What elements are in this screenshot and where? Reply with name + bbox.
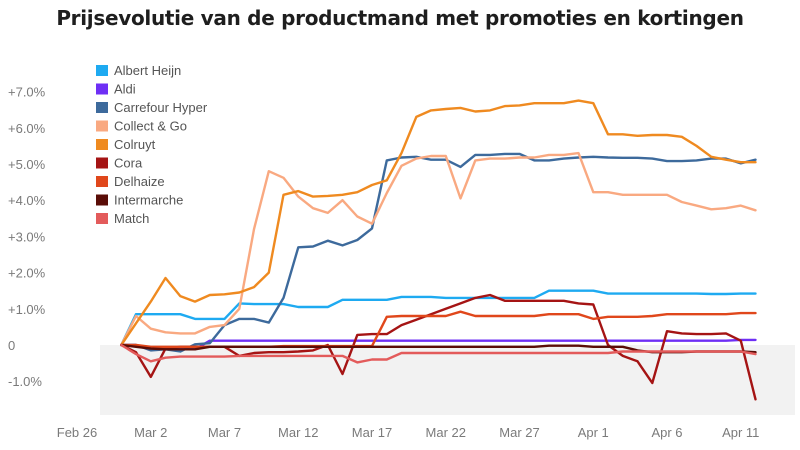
series-line-albert-heijn [120, 289, 757, 347]
y-tick-label: 0 [8, 338, 15, 353]
legend-swatch-delhaize [96, 176, 108, 187]
series-line-aldi [120, 338, 757, 351]
x-tick-label: Mar 2 [134, 425, 167, 440]
y-axis: +7.0% +6.0% +5.0% +4.0% +3.0% +2.0% +1.0% 0 -1.0… [8, 85, 46, 390]
y-tick-label: +1.0% [8, 302, 46, 317]
legend-swatch-colruyt [96, 139, 108, 150]
series-line-colruyt [120, 99, 757, 347]
x-tick-label: Mar 22 [426, 425, 466, 440]
legend-label-intermarche: Intermarche [114, 193, 183, 208]
x-tick-label: Mar 7 [208, 425, 241, 440]
legend-label-carrefour-hyper: Carrefour Hyper [114, 100, 208, 115]
x-tick-label: Apr 6 [651, 425, 682, 440]
series-line-carrefour-hyper [120, 152, 757, 353]
x-tick-label: Mar 27 [499, 425, 539, 440]
legend-label-cora: Cora [114, 156, 143, 171]
legend-label-collect-go: Collect & Go [114, 119, 187, 134]
legend-swatch-carrefour-hyper [96, 102, 108, 113]
x-tick-label: Apr 11 [722, 425, 759, 440]
y-tick-label: +6.0% [8, 121, 46, 136]
series-line-match [120, 343, 757, 364]
legend: Albert Heijn Aldi Carrefour Hyper Collect &… [96, 63, 208, 226]
x-tick-label: Mar 17 [352, 425, 392, 440]
legend-swatch-cora [96, 157, 108, 169]
x-tick-label: Mar 12 [278, 425, 318, 440]
legend-label-delhaize: Delhaize [114, 174, 165, 189]
y-tick-label: +7.0% [8, 85, 46, 100]
chart-title: Prijsevolutie van de productmand met pro… [56, 6, 744, 30]
legend-swatch-intermarche [96, 194, 108, 206]
legend-label-aldi: Aldi [114, 82, 136, 97]
y-tick-label: +3.0% [8, 229, 46, 244]
legend-label-colruyt: Colruyt [114, 137, 156, 152]
y-tick-label: +4.0% [8, 193, 46, 208]
legend-label-match: Match [114, 211, 149, 226]
legend-swatch-match [96, 213, 108, 224]
legend-swatch-albert-heijn [96, 65, 108, 76]
y-tick-label: -1.0% [8, 374, 42, 389]
series-line-cora [120, 293, 757, 401]
x-axis: Feb 26 Mar 2 Mar 7 Mar 12 Mar 17 Mar 22 Mar 27… [57, 425, 760, 440]
series-lines [120, 99, 757, 401]
legend-label-albert-heijn: Albert Heijn [114, 63, 181, 78]
y-tick-label: +5.0% [8, 157, 46, 172]
legend-swatch-collect-go [96, 120, 108, 132]
y-tick-label: +2.0% [8, 266, 46, 281]
series-line-collect-go [120, 151, 757, 347]
x-tick-label: Feb 26 [57, 425, 97, 440]
x-tick-label: Apr 1 [578, 425, 609, 440]
legend-swatch-aldi [96, 83, 108, 95]
